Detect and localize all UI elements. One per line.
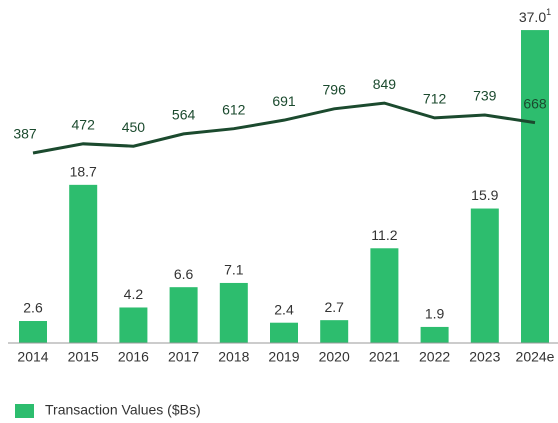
bar-value-label: 2.7: [324, 299, 344, 315]
line-value-label: 849: [373, 76, 397, 92]
footnote-mark: 1: [546, 7, 551, 17]
bar-value-label: 18.7: [70, 164, 97, 180]
bar-value-label: 37.01: [519, 7, 551, 24]
legend-label: Transaction Values ($Bs): [45, 402, 201, 418]
x-tick-label: 2020: [319, 349, 350, 365]
x-tick-label: 2021: [369, 349, 400, 365]
bar: [119, 307, 148, 343]
bar: [19, 321, 47, 343]
line-value-label: 691: [272, 93, 296, 109]
legend-swatch: [15, 404, 34, 418]
line: [32, 101, 536, 155]
line-value-label: 668: [523, 95, 547, 111]
bar-value-label: 1.9: [425, 306, 445, 322]
line-value-label: 712: [423, 91, 447, 107]
bar: [219, 282, 248, 343]
line-value-label: 387: [13, 126, 37, 142]
x-tick-label: 2014: [17, 349, 48, 365]
x-tick-label: 2017: [168, 349, 199, 365]
line-value-label: 739: [473, 88, 497, 104]
bar-value-label: 7.1: [224, 262, 244, 278]
x-tick-label: 2022: [419, 349, 450, 365]
line-value-label: 450: [122, 119, 146, 135]
line-value-label: 612: [222, 101, 246, 117]
bar: [270, 322, 298, 343]
bar-value-label: 6.6: [174, 266, 194, 282]
line-value-label: 564: [172, 107, 196, 123]
x-tick-label: 2019: [268, 349, 299, 365]
x-tick-label: 2018: [218, 349, 249, 365]
bar: [470, 208, 499, 343]
x-tick-label: 2015: [68, 349, 99, 365]
x-tick-label: 2023: [469, 349, 500, 365]
bar-value-label: 11.2: [371, 227, 397, 243]
bar: [169, 287, 198, 343]
line-value-label: 796: [323, 82, 347, 98]
bar: [320, 320, 349, 343]
x-tick-label: 2024e: [516, 349, 555, 365]
x-tick-label: 2016: [118, 349, 149, 365]
bar: [69, 184, 98, 343]
bar-value-label: 2.6: [23, 300, 43, 316]
line-value-label: 472: [72, 117, 96, 133]
bar-value-label: 15.9: [471, 187, 498, 203]
bar: [370, 248, 399, 343]
bar: [521, 30, 549, 344]
bar: [420, 326, 449, 343]
bar-value-label: 2.4: [274, 301, 294, 317]
bar-value-label: 4.2: [124, 286, 144, 302]
